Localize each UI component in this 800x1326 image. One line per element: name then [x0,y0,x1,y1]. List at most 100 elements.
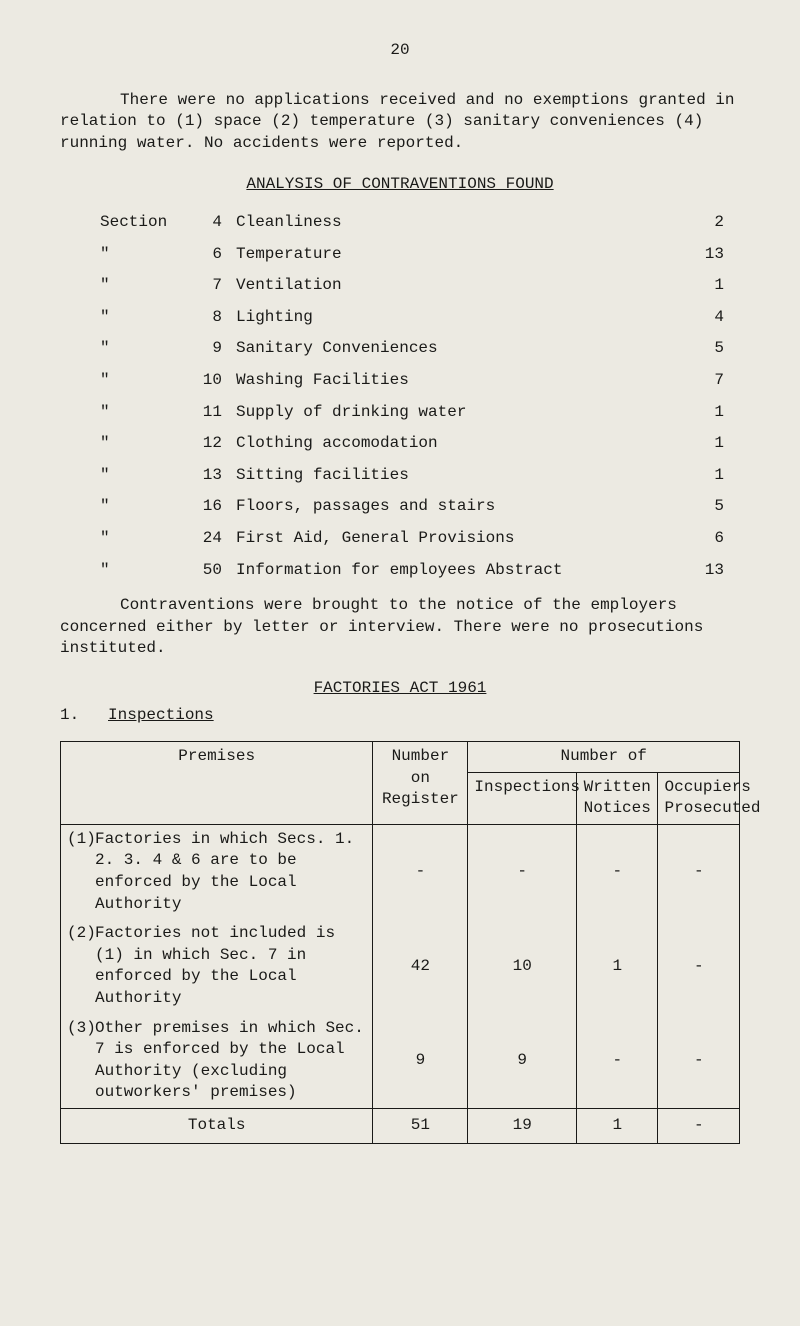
table-row: (2)Factories not included is (1) in whic… [61,919,740,1013]
premises-cell: (2)Factories not included is (1) in whic… [61,919,373,1013]
row-desc: Factories not included is (1) in which S… [95,923,366,1009]
col-occupiers-prosecuted: Occupiers Prosecuted [658,772,740,824]
factories-heading: FACTORIES ACT 1961 [60,678,740,700]
premises-cell: (1)Factories in which Secs. 1. 2. 3. 4 &… [61,824,373,919]
section-number: 6 [190,244,236,266]
intro-paragraph: There were no applications received and … [60,90,740,155]
section-count: 2 [676,212,740,234]
section-desc: First Aid, General Provisions [236,528,676,550]
section-count: 1 [676,433,740,455]
section-desc: Sanitary Conveniences [236,338,676,360]
section-label: " [100,275,190,297]
section-label: " [100,338,190,360]
contravention-row: "10Washing Facilities7 [100,370,740,392]
cell-register: - [373,824,468,919]
section-count: 1 [676,402,740,424]
cell-prosecuted: - [658,1014,740,1109]
inspections-text: Inspections [108,706,214,724]
section-count: 1 [676,275,740,297]
table-row: (3)Other premises in which Sec. 7 is enf… [61,1014,740,1109]
contravention-row: "16Floors, passages and stairs5 [100,496,740,518]
contravention-row: "50Information for employees Abstract13 [100,560,740,582]
totals-row: Totals 51 19 1 - [61,1108,740,1143]
section-label: " [100,433,190,455]
col-written-notices: Written Notices [577,772,658,824]
col-inspections: Inspections [468,772,577,824]
cell-register: 42 [373,919,468,1013]
contravention-row: Section4Cleanliness2 [100,212,740,234]
cell-prosecuted: - [658,824,740,919]
row-num: (2) [67,923,95,1009]
row-desc: Other premises in which Sec. 7 is enforc… [95,1018,366,1104]
section-desc: Cleanliness [236,212,676,234]
cell-register: 9 [373,1014,468,1109]
section-desc: Lighting [236,307,676,329]
section-count: 1 [676,465,740,487]
cell-inspections: 10 [468,919,577,1013]
inspections-table: Premises Number on Register Number of In… [60,741,740,1144]
section-label: " [100,370,190,392]
section-desc: Temperature [236,244,676,266]
section-count: 6 [676,528,740,550]
inspections-num: 1. [60,706,79,724]
section-count: 7 [676,370,740,392]
totals-label: Totals [61,1108,373,1143]
section-number: 8 [190,307,236,329]
col-number-of: Number of [468,742,740,773]
totals-prosecuted: - [658,1108,740,1143]
totals-notices: 1 [577,1108,658,1143]
contravention-row: "24First Aid, General Provisions6 [100,528,740,550]
section-number: 13 [190,465,236,487]
analysis-heading: ANALYSIS OF CONTRAVENTIONS FOUND [60,174,740,196]
section-number: 9 [190,338,236,360]
col-premises: Premises [61,742,373,825]
section-label: " [100,402,190,424]
section-count: 5 [676,496,740,518]
section-count: 5 [676,338,740,360]
section-label: " [100,560,190,582]
row-num: (1) [67,829,95,915]
table-row: (1)Factories in which Secs. 1. 2. 3. 4 &… [61,824,740,919]
section-label: Section [100,212,190,234]
section-desc: Supply of drinking water [236,402,676,424]
totals-register: 51 [373,1108,468,1143]
section-number: 50 [190,560,236,582]
cell-notices: 1 [577,919,658,1013]
cell-prosecuted: - [658,919,740,1013]
inspections-label: 1. Inspections [60,705,740,727]
section-number: 16 [190,496,236,518]
section-number: 10 [190,370,236,392]
section-label: " [100,307,190,329]
section-number: 4 [190,212,236,234]
section-label: " [100,244,190,266]
cell-notices: - [577,824,658,919]
contravention-row: "7Ventilation1 [100,275,740,297]
section-number: 24 [190,528,236,550]
contravention-row: "8Lighting4 [100,307,740,329]
contravention-row: "9Sanitary Conveniences5 [100,338,740,360]
contraventions-list: Section4Cleanliness2"6Temperature13"7Ven… [60,212,740,581]
section-desc: Washing Facilities [236,370,676,392]
section-number: 7 [190,275,236,297]
section-desc: Sitting facilities [236,465,676,487]
row-desc: Factories in which Secs. 1. 2. 3. 4 & 6 … [95,829,366,915]
section-label: " [100,496,190,518]
contravention-row: "13Sitting facilities1 [100,465,740,487]
section-desc: Clothing accomodation [236,433,676,455]
contravention-row: "6Temperature13 [100,244,740,266]
section-count: 13 [676,244,740,266]
section-label: " [100,528,190,550]
col-register: Number on Register [373,742,468,825]
premises-cell: (3)Other premises in which Sec. 7 is enf… [61,1014,373,1109]
section-count: 13 [676,560,740,582]
table-body: (1)Factories in which Secs. 1. 2. 3. 4 &… [61,824,740,1108]
contravention-row: "12Clothing accomodation1 [100,433,740,455]
contravention-row: "11Supply of drinking water1 [100,402,740,424]
section-label: " [100,465,190,487]
totals-inspections: 19 [468,1108,577,1143]
section-desc: Floors, passages and stairs [236,496,676,518]
cell-notices: - [577,1014,658,1109]
section-count: 4 [676,307,740,329]
section-number: 11 [190,402,236,424]
closing-paragraph: Contraventions were brought to the notic… [60,595,740,660]
